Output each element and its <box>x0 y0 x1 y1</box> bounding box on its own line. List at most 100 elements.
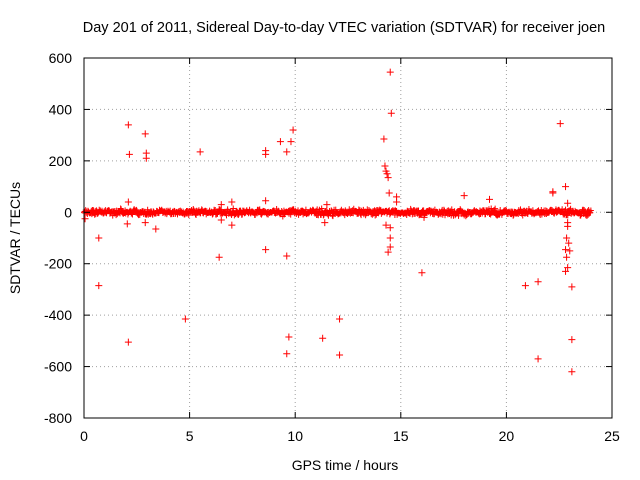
data-point <box>563 234 571 242</box>
plot-frame <box>83 57 613 419</box>
band-point <box>129 211 136 218</box>
data-point <box>283 252 291 260</box>
data-point <box>152 225 160 233</box>
data-point <box>562 183 570 191</box>
band-point <box>190 206 197 213</box>
data-point <box>285 333 293 341</box>
data-point <box>385 189 393 197</box>
data-point <box>562 267 570 275</box>
data-point <box>562 246 570 254</box>
data-point <box>215 253 223 261</box>
data-point <box>321 219 329 227</box>
band-point <box>230 205 237 212</box>
x-tick-label: 20 <box>499 428 515 444</box>
data-point <box>124 121 132 129</box>
band-point <box>372 212 379 219</box>
data-point <box>217 216 225 224</box>
data-point <box>125 150 133 158</box>
data-point <box>276 138 284 146</box>
data-point <box>141 130 149 138</box>
data-point <box>549 189 557 197</box>
data-point <box>81 215 89 223</box>
x-tick-labels: 0 5 10 15 20 25 <box>80 428 620 444</box>
band-point <box>318 205 325 212</box>
data-point <box>384 248 392 256</box>
data-point <box>386 224 394 232</box>
y-tick-label: 600 <box>49 50 73 66</box>
data-point <box>534 278 542 286</box>
data-point <box>217 201 225 209</box>
data-point <box>319 334 327 342</box>
data-point <box>95 234 103 242</box>
data-point <box>123 220 131 228</box>
y-tick-label: -200 <box>44 256 72 272</box>
data-point <box>384 174 392 182</box>
data-point <box>382 221 390 229</box>
data-point <box>564 222 572 230</box>
data-point <box>323 201 331 209</box>
band-point <box>491 206 498 213</box>
band-point <box>587 207 594 214</box>
y-tick-label: -600 <box>44 359 72 375</box>
data-point <box>386 234 394 242</box>
data-point <box>566 247 574 255</box>
x-tick-label: 0 <box>80 428 88 444</box>
data-point <box>556 120 564 128</box>
y-tick-label: -400 <box>44 307 72 323</box>
band-point <box>462 213 469 220</box>
data-point <box>565 239 573 247</box>
y-tick-label: 200 <box>49 153 73 169</box>
data-point <box>196 148 204 156</box>
data-point <box>124 198 132 206</box>
band-point <box>455 212 462 219</box>
data-point <box>289 126 297 134</box>
band-point <box>287 211 294 218</box>
data-point <box>181 315 189 323</box>
data-point <box>564 199 572 207</box>
data-point <box>521 282 529 290</box>
band-point <box>332 206 339 213</box>
x-tick-label: 5 <box>186 428 194 444</box>
chart-title: Day 201 of 2011, Sidereal Day-to-day VTE… <box>83 20 606 36</box>
data-point <box>124 338 132 346</box>
data-point <box>387 109 395 117</box>
x-tick-label: 10 <box>287 428 303 444</box>
data-point <box>386 68 394 76</box>
data-point <box>262 150 270 158</box>
band-point <box>185 212 192 219</box>
data-point <box>393 198 401 206</box>
band-point <box>256 206 263 213</box>
data-point <box>563 253 571 261</box>
data-point <box>142 154 150 162</box>
data-point <box>486 195 494 203</box>
y-tick-label: 400 <box>49 101 73 117</box>
data-point <box>283 148 291 156</box>
data-point <box>381 162 389 170</box>
data-point <box>568 368 576 376</box>
x-tick-label: 25 <box>604 428 620 444</box>
band-point <box>133 206 140 213</box>
data-point <box>228 198 236 206</box>
axis-ticks <box>83 57 613 419</box>
data-points <box>81 68 576 376</box>
data-point <box>95 282 103 290</box>
data-point <box>336 315 344 323</box>
data-point <box>418 269 426 277</box>
x-tick-label: 15 <box>393 428 409 444</box>
data-point <box>568 283 576 291</box>
gridlines <box>84 58 612 418</box>
band-point <box>118 206 125 213</box>
data-point <box>336 351 344 359</box>
dense-band <box>81 205 594 220</box>
y-tick-label: 0 <box>64 204 72 220</box>
data-point <box>568 336 576 344</box>
data-point <box>386 243 394 251</box>
data-point <box>534 355 542 363</box>
data-point <box>564 264 572 272</box>
y-tick-labels: -800 -600 -400 -200 0 200 400 600 <box>44 50 72 426</box>
data-point <box>141 219 149 227</box>
band-point <box>117 205 124 212</box>
x-axis-label: GPS time / hours <box>292 457 399 473</box>
y-axis-label: SDTVAR / TECUs <box>7 182 23 294</box>
